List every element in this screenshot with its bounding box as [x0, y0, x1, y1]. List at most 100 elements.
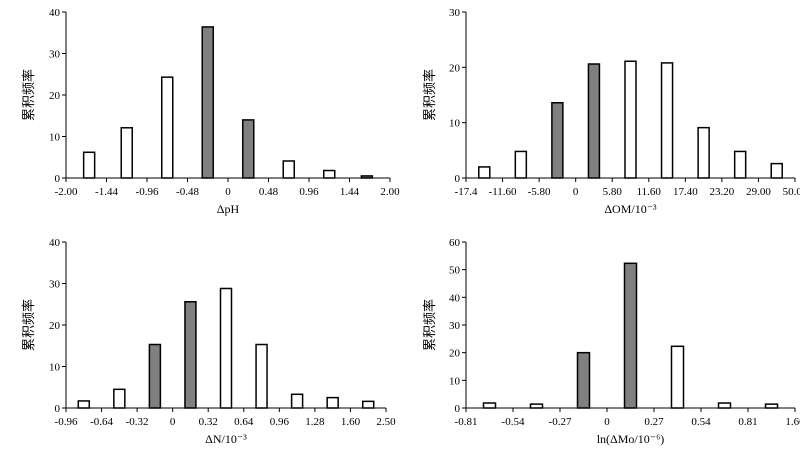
y-axis-title: 累积频率 [422, 299, 437, 351]
bar [551, 101, 564, 179]
bar [255, 343, 268, 409]
y-tick-label: 30 [49, 49, 61, 61]
bar [697, 126, 710, 179]
x-axis-title: ΔN/10⁻³ [205, 432, 247, 446]
y-tick-label: 40 [49, 237, 61, 249]
bar [113, 388, 126, 409]
y-tick-label: 10 [449, 118, 461, 130]
bar [764, 403, 779, 409]
y-tick-label: 10 [449, 375, 461, 387]
x-tick-label: 0.64 [234, 416, 254, 428]
x-tick-label: 0.27 [644, 416, 664, 428]
x-tick-label: -0.64 [90, 416, 113, 428]
x-tick-label: -0.96 [55, 416, 78, 428]
x-tick-label: 2.50 [376, 416, 396, 428]
bar [184, 301, 197, 409]
bar [326, 396, 339, 409]
bar [360, 175, 374, 179]
x-tick-label: -0.48 [176, 186, 199, 198]
bar [77, 400, 91, 409]
x-tick-label: -11.60 [489, 186, 518, 198]
y-tick-label: 10 [49, 132, 61, 144]
bar [770, 162, 783, 179]
x-tick-label: 0.54 [691, 416, 711, 428]
bar [161, 76, 174, 179]
x-axis-title: ΔOM/10⁻³ [604, 202, 657, 216]
y-axis-title: 累积频率 [21, 69, 36, 121]
bar [624, 60, 637, 179]
y-tick-label: 20 [49, 90, 61, 102]
y-tick-label: 10 [49, 362, 61, 374]
x-tick-label: 0 [170, 416, 176, 428]
x-tick-label: -0.81 [455, 416, 478, 428]
bar [148, 343, 162, 409]
y-tick-label: 0 [55, 173, 61, 185]
x-tick-label: -0.96 [136, 186, 159, 198]
bar [670, 345, 685, 409]
bar [717, 402, 732, 409]
y-axis-title: 累积频率 [21, 299, 36, 351]
bar [587, 63, 601, 179]
panel-1: 0 10 20 30 40 -2.00 -1.44 -0.96 -0.48 0 0.48 0.96 1.… [21, 7, 400, 216]
x-tick-label: -0.32 [126, 416, 149, 428]
bar [361, 400, 375, 409]
bar [201, 26, 214, 179]
x-tick-label: 1.60 [785, 416, 800, 428]
x-tick-label: 0 [573, 186, 579, 198]
x-tick-label: -1.44 [95, 186, 118, 198]
x-tick-label: 11.60 [637, 186, 662, 198]
y-tick-label: 0 [455, 403, 461, 415]
y-tick-label: 40 [449, 292, 461, 304]
x-tick-label: 0.81 [738, 416, 757, 428]
panel-3: 0 10 20 30 40 -0.96 -0.64 -0.32 0 0.32 0.64 0.96 1.2… [21, 237, 396, 446]
x-tick-label: 1.28 [305, 416, 325, 428]
bar [733, 150, 747, 179]
bar [323, 169, 336, 179]
x-axis-title: ΔpH [217, 202, 240, 216]
y-tick-label: 30 [449, 320, 461, 332]
x-tick-label: 0.96 [270, 416, 290, 428]
y-tick-label: 0 [55, 403, 61, 415]
y-tick-label: 20 [449, 348, 461, 360]
x-tick-label: -17.4 [455, 186, 478, 198]
x-tick-label: -2.00 [55, 186, 78, 198]
x-axis-title: ln(ΔMo/10⁻⁶) [597, 432, 665, 446]
x-tick-label: 1.60 [341, 416, 361, 428]
x-tick-label: 17.40 [673, 186, 698, 198]
x-tick-label: -0.27 [549, 416, 572, 428]
x-tick-label: -0.54 [502, 416, 525, 428]
y-tick-label: 50 [449, 265, 461, 277]
x-tick-label: -5.80 [528, 186, 551, 198]
bar [576, 351, 591, 409]
x-tick-label: 2.00 [380, 186, 400, 198]
y-tick-label: 30 [49, 279, 61, 291]
bar [120, 127, 133, 179]
y-tick-label: 60 [449, 237, 461, 249]
bar [290, 393, 304, 409]
bar [478, 166, 491, 179]
y-tick-label: 30 [449, 7, 461, 19]
panel-2: 0 10 20 30 -17.4 -11.60 -5.80 0 5.80 11.60 17.40 23… [422, 7, 800, 216]
x-tick-label: 0 [225, 186, 231, 198]
x-tick-label: 1.44 [340, 186, 360, 198]
x-tick-label: 29.00 [746, 186, 771, 198]
bar [482, 402, 497, 409]
y-tick-label: 0 [455, 173, 461, 185]
bar [660, 62, 674, 179]
x-tick-label: 0.32 [199, 416, 218, 428]
y-tick-label: 40 [49, 7, 61, 19]
x-tick-label: 23.20 [710, 186, 735, 198]
x-tick-label: 0 [604, 416, 610, 428]
x-tick-label: 0.96 [299, 186, 319, 198]
bar [282, 160, 295, 179]
x-tick-label: 5.80 [603, 186, 623, 198]
x-tick-label: 50.00 [783, 186, 800, 198]
bar [242, 119, 255, 179]
y-tick-label: 20 [49, 320, 61, 332]
bar [219, 287, 233, 409]
panel-4: 0 10 20 30 40 50 60 -0.81 -0.54 -0.27 0 0.27 0.54 0.8… [422, 237, 800, 446]
x-tick-label: 0.48 [259, 186, 279, 198]
y-axis-title: 累积频率 [422, 69, 437, 121]
bar [623, 262, 638, 409]
